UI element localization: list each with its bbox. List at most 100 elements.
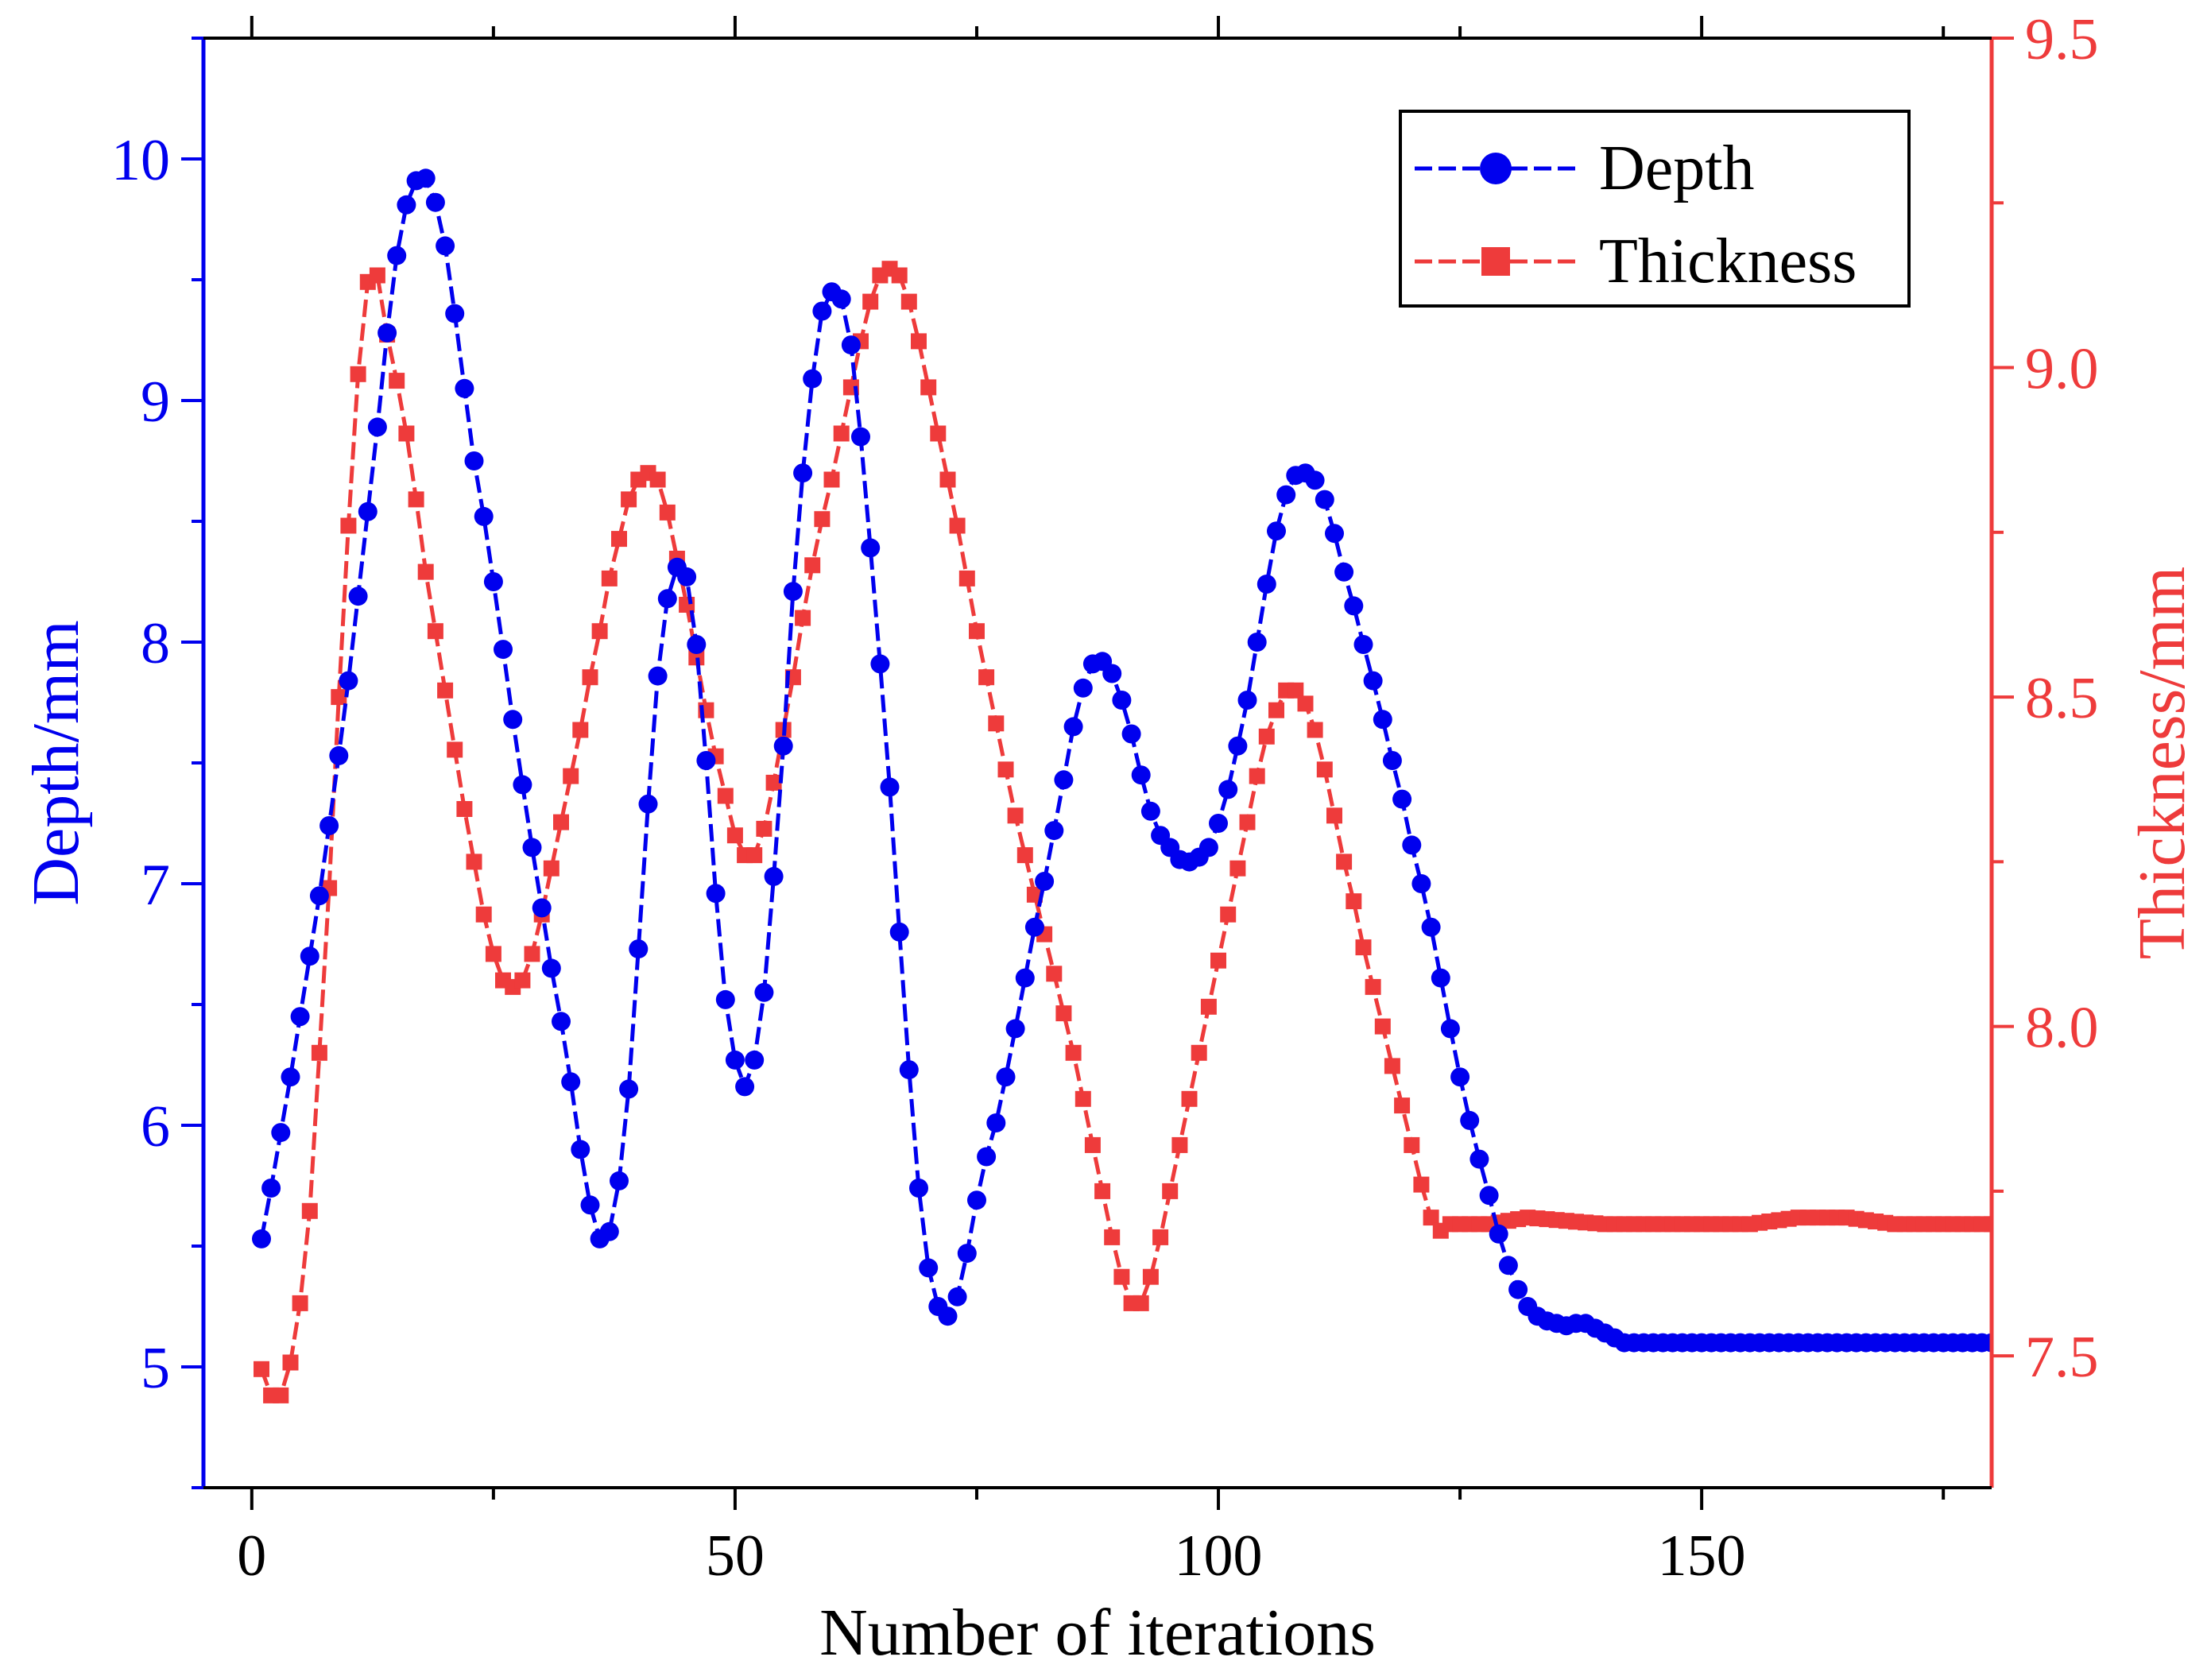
thickness-marker: [447, 741, 463, 758]
right-y-tick-label: 9.0: [2025, 337, 2099, 402]
depth-marker: [841, 335, 861, 355]
legend-label-depth: Depth: [1599, 134, 1755, 203]
depth-marker: [281, 1067, 300, 1087]
thickness-marker: [331, 689, 347, 706]
depth-marker: [1247, 633, 1267, 652]
depth-marker: [1392, 789, 1412, 809]
depth-marker: [290, 1007, 310, 1027]
depth-marker: [1363, 671, 1383, 691]
thickness-marker: [1374, 1018, 1391, 1035]
depth-marker: [1257, 575, 1276, 594]
thickness-marker: [475, 906, 492, 923]
thickness-marker: [804, 557, 821, 574]
thickness-marker: [553, 814, 569, 830]
depth-marker: [503, 710, 523, 730]
depth-marker: [831, 289, 851, 309]
depth-marker: [445, 304, 465, 323]
depth-marker: [1121, 724, 1141, 744]
depth-marker: [1508, 1279, 1528, 1299]
right-y-tick-label: 9.5: [2025, 7, 2099, 72]
depth-marker: [1198, 838, 1218, 857]
right-y-tick-label: 8.5: [2025, 666, 2099, 731]
depth-marker: [1334, 562, 1354, 582]
thickness-marker: [611, 531, 627, 548]
depth-marker: [483, 572, 503, 591]
depth-marker: [793, 463, 813, 483]
depth-marker: [1982, 1333, 1992, 1353]
thickness-marker: [350, 366, 366, 382]
x-axis-label: Number of iterations: [819, 1596, 1376, 1670]
depth-marker: [957, 1244, 977, 1264]
thickness-marker: [1984, 1216, 1992, 1233]
depth-marker: [1228, 736, 1248, 756]
depth-marker: [532, 898, 552, 918]
thickness-marker: [1355, 939, 1372, 956]
thickness-marker: [746, 847, 763, 864]
depth-marker: [541, 958, 561, 978]
thickness-marker: [524, 946, 540, 962]
thickness-marker: [1268, 702, 1284, 718]
depth-marker: [1469, 1149, 1489, 1169]
depth-marker: [397, 195, 416, 215]
depth-marker: [783, 582, 803, 602]
depth-marker: [1218, 780, 1238, 799]
thickness-marker: [1287, 682, 1304, 699]
depth-marker: [1044, 821, 1064, 841]
thickness-marker: [988, 715, 1005, 732]
thickness-marker: [1210, 952, 1226, 969]
depth-marker: [367, 417, 387, 437]
depth-marker: [261, 1179, 281, 1198]
depth-marker: [599, 1221, 619, 1241]
depth-marker: [309, 886, 329, 906]
left-y-tick-label: 6: [141, 1094, 170, 1159]
thickness-marker: [273, 1387, 289, 1403]
thickness-marker: [466, 854, 482, 870]
depth-marker: [977, 1147, 997, 1167]
thickness-marker: [1394, 1097, 1411, 1114]
thickness-marker: [1075, 1090, 1091, 1107]
thickness-marker: [1055, 1005, 1072, 1022]
thickness-marker: [756, 820, 772, 837]
depth-marker: [754, 982, 774, 1002]
thickness-marker: [1046, 966, 1063, 982]
depth-marker: [1112, 691, 1132, 710]
depth-marker: [571, 1140, 591, 1159]
depth-marker: [851, 427, 870, 447]
depth-marker: [812, 301, 832, 321]
depth-marker: [1353, 635, 1373, 654]
depth-marker: [1450, 1067, 1470, 1087]
thickness-marker: [1326, 807, 1342, 824]
depth-marker: [773, 736, 793, 756]
thickness-marker: [417, 563, 434, 580]
thickness-marker: [688, 649, 705, 666]
depth-marker: [513, 775, 532, 795]
depth-marker: [1315, 490, 1334, 509]
depth-marker: [522, 838, 542, 857]
thickness-marker: [1084, 1136, 1101, 1153]
depth-marker: [1489, 1224, 1508, 1244]
right-y-tick-label: 8.0: [2025, 996, 2099, 1061]
thickness-marker: [1007, 807, 1024, 824]
depth-marker: [745, 1050, 765, 1070]
thickness-marker: [726, 827, 743, 844]
thickness-marker: [1249, 768, 1265, 784]
thickness-marker: [833, 425, 850, 442]
depth-marker: [552, 1012, 571, 1032]
depth-marker: [629, 939, 649, 959]
thickness-marker: [311, 1044, 327, 1061]
thickness-marker: [1026, 886, 1043, 903]
thickness-marker: [572, 722, 589, 738]
thickness-marker: [1307, 722, 1323, 738]
depth-marker: [861, 538, 881, 558]
thickness-marker: [1152, 1229, 1169, 1245]
depth-marker: [986, 1113, 1006, 1132]
depth-marker: [300, 946, 319, 966]
thickness-marker: [997, 761, 1014, 778]
thickness-marker: [1239, 814, 1256, 830]
thickness-marker: [282, 1354, 299, 1371]
left-y-axis-label: Depth/mm: [19, 620, 93, 905]
depth-marker: [677, 567, 697, 586]
thickness-marker: [649, 471, 666, 488]
thickness-marker: [591, 623, 608, 640]
